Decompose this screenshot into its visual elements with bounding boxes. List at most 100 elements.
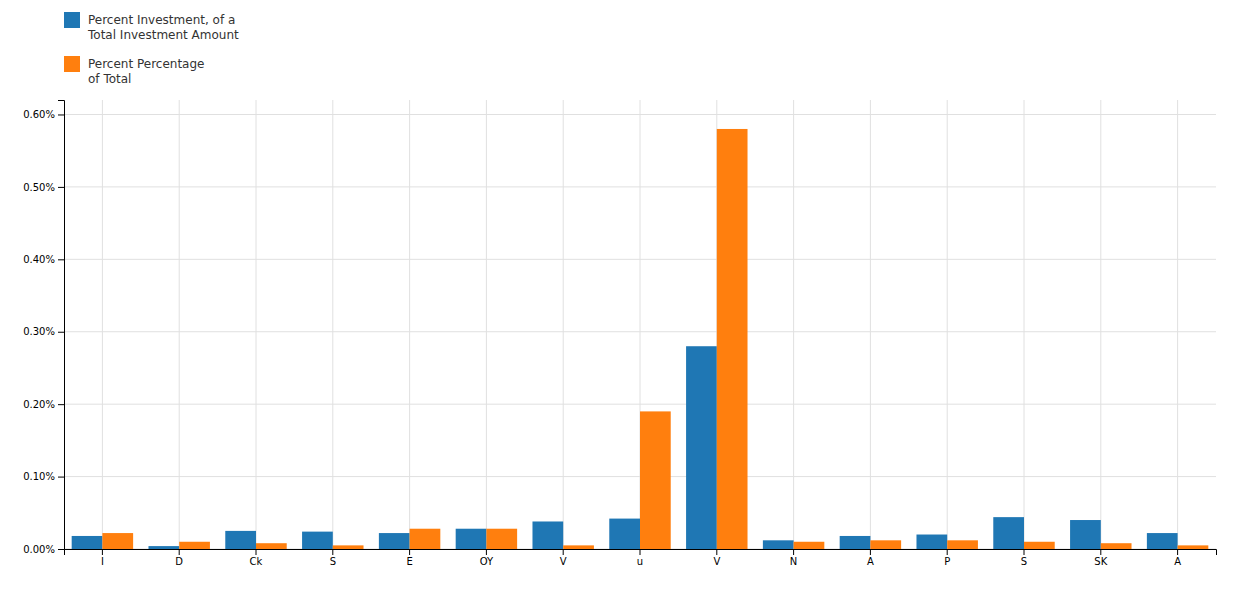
tick-label: A [867, 556, 874, 567]
tick: SK [1094, 549, 1107, 567]
bar [686, 346, 717, 549]
tick-mark [58, 332, 64, 333]
tick-label: 0.30% [23, 326, 55, 337]
tick-label: 0.60% [23, 109, 55, 120]
tick-mark [409, 549, 410, 555]
tick-label: V [560, 556, 567, 567]
tick: D [175, 549, 183, 567]
tick-label: u [637, 556, 643, 567]
bar [179, 542, 210, 549]
legend-label: Percent Percentageof Total [88, 57, 204, 86]
legend-label-line: Total Investment Amount [87, 28, 239, 42]
tick-label: 0.00% [23, 544, 55, 555]
bar [486, 529, 517, 549]
tick: OY [480, 549, 494, 567]
grid-line [793, 100, 794, 549]
grid-line [409, 100, 410, 549]
bar [1024, 542, 1055, 549]
grid-line [332, 100, 333, 549]
legend-label-line: Percent Investment, of a [88, 13, 235, 27]
bar [916, 535, 947, 549]
y-axis: 0.00% 0.10% 0.20% 0.30% 0.40% 0.50% 0.60% [23, 101, 64, 555]
axis-line [58, 101, 65, 550]
bar [640, 411, 671, 549]
tick: N [790, 549, 797, 567]
bar [333, 545, 364, 549]
bar [993, 517, 1024, 549]
tick: u [637, 549, 643, 567]
legend-label: Percent Investment, of aTotal Investment… [87, 13, 239, 42]
series [72, 346, 1178, 549]
tick-label: V [713, 556, 720, 567]
bar [563, 545, 594, 549]
grid-line [1177, 100, 1178, 549]
tick: A [1174, 549, 1181, 567]
bar [225, 531, 256, 549]
bar [379, 533, 410, 549]
bar [1178, 545, 1209, 549]
tick-mark [1100, 549, 1101, 555]
tick-mark [58, 477, 64, 478]
bar [72, 536, 103, 549]
tick-mark [486, 549, 487, 555]
tick-label: D [175, 556, 183, 567]
bar [763, 540, 794, 549]
bars [72, 129, 1209, 549]
grid-line [870, 100, 871, 549]
bar [456, 529, 487, 549]
tick-mark [332, 549, 333, 555]
grid-line [947, 100, 948, 549]
tick-label: S [330, 556, 336, 567]
tick-label: OY [480, 556, 494, 567]
legend-label-line: Percent Percentage [88, 57, 204, 71]
bar [870, 540, 901, 549]
tick: 0.40% [23, 254, 64, 265]
tick: 0.10% [23, 471, 64, 482]
tick-mark [947, 549, 948, 555]
bar [840, 536, 871, 549]
bar [947, 540, 978, 549]
tick-mark [563, 549, 564, 555]
grid-line [256, 100, 257, 549]
tick-mark [58, 114, 64, 115]
tick: 0.20% [23, 399, 64, 410]
tick-label: 0.50% [23, 182, 55, 193]
tick-mark [256, 549, 257, 555]
tick: P [944, 549, 950, 567]
tick-mark [58, 404, 64, 405]
tick-label: 0.10% [23, 471, 55, 482]
tick-mark [1177, 549, 1178, 555]
bar [609, 519, 640, 549]
tick-mark [716, 549, 717, 555]
legend-entry: Percent Investment, of aTotal Investment… [64, 12, 239, 42]
grid-line [563, 100, 564, 549]
bar [1070, 520, 1101, 549]
bar [1101, 543, 1132, 549]
tick-mark [102, 549, 103, 555]
tick-mark [640, 549, 641, 555]
legend-swatch [64, 12, 80, 28]
tick-label: S [1021, 556, 1027, 567]
tick: S [330, 549, 336, 567]
tick: 0.00% [23, 544, 64, 555]
bar [256, 543, 287, 549]
tick: Ck [250, 549, 263, 567]
grid-line [486, 100, 487, 549]
plot: IDCkSEOYVuVNAPSSKA0.00%0.10%0.20%0.30%0.… [23, 100, 1216, 567]
tick: A [867, 549, 874, 567]
legend-label-line: of Total [88, 72, 131, 86]
tick-mark [58, 187, 64, 188]
bar [410, 529, 441, 549]
tick: V [713, 549, 720, 567]
x-axis: I D Ck S E OY Vu V N A P S SK A [65, 549, 1217, 567]
tick-label: SK [1094, 556, 1107, 567]
tick-label: Ck [250, 556, 263, 567]
legend-swatch [64, 56, 80, 72]
bar [148, 546, 179, 549]
tick-mark [793, 549, 794, 555]
tick: S [1021, 549, 1027, 567]
tick-label: I [101, 556, 104, 567]
tick: 0.50% [23, 182, 64, 193]
chart: IDCkSEOYVuVNAPSSKA0.00%0.10%0.20%0.30%0.… [0, 0, 1240, 589]
tick: E [406, 549, 412, 567]
